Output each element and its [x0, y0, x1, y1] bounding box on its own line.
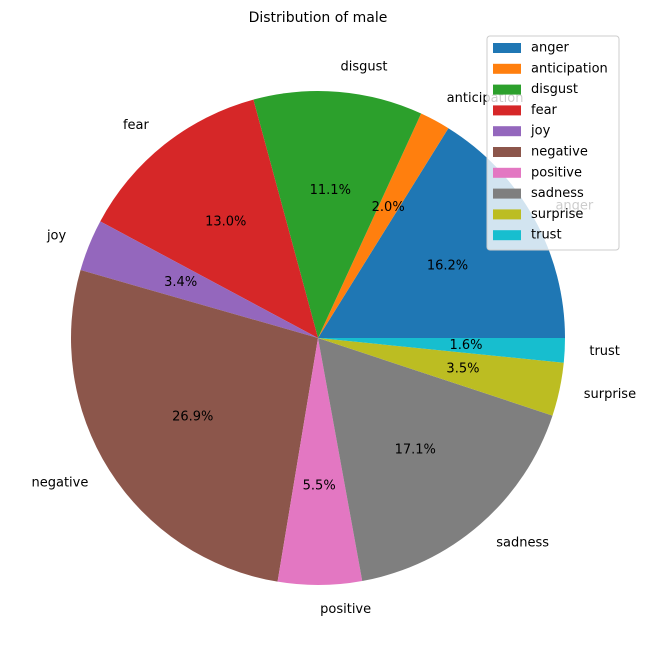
legend-swatch-anger: [493, 43, 521, 53]
legend-label-anger: anger: [531, 41, 569, 56]
category-label-sadness: sadness: [496, 536, 549, 551]
legend-swatch-joy: [493, 126, 521, 137]
legend-swatch-surprise: [493, 209, 521, 220]
legend-label-trust: trust: [531, 228, 562, 243]
legend-swatch-sadness: [493, 188, 521, 199]
percentage-label-sadness: 17.1%: [395, 442, 436, 457]
percentage-label-anger: 16.2%: [427, 258, 468, 273]
legend-label-joy: joy: [530, 124, 551, 139]
category-label-disgust: disgust: [341, 60, 388, 75]
percentage-label-positive: 5.5%: [303, 479, 336, 494]
pie-slice-sadness: [318, 338, 553, 582]
percentage-label-negative: 26.9%: [172, 410, 213, 425]
category-label-joy: joy: [46, 228, 67, 243]
legend-swatch-anticipation: [493, 63, 521, 74]
legend-swatch-positive: [493, 167, 521, 178]
pie-slice-joy: [80, 221, 318, 338]
pie-slice-negative: [70, 270, 318, 582]
legend-swatch-trust: [493, 230, 521, 241]
percentage-label-fear: 13.0%: [205, 215, 246, 230]
category-label-fear: fear: [123, 118, 150, 133]
chart-title: Distribution of male: [249, 10, 388, 26]
legend-swatch-fear: [493, 105, 521, 116]
percentage-label-anticipation: 2.0%: [372, 200, 405, 215]
category-label-positive: positive: [320, 602, 371, 617]
legend-label-sadness: sadness: [531, 186, 584, 201]
pie-slice-surprise: [318, 338, 564, 416]
category-label-surprise: surprise: [584, 387, 636, 402]
pie-slice-fear: [100, 99, 319, 338]
pie-slice-anticipation: [318, 113, 449, 339]
pie-slice-positive: [277, 338, 363, 585]
legend-swatch-negative: [493, 147, 521, 157]
percentage-label-joy: 3.4%: [164, 275, 197, 290]
pie-slices: [70, 91, 565, 585]
percentage-label-surprise: 3.5%: [446, 361, 479, 376]
legend-label-positive: positive: [531, 165, 582, 180]
legend-label-anticipation: anticipation: [531, 61, 608, 76]
percentage-labels: 16.2% 2.0% 11.1% 13.0% 3.4% 26.9% 5.5% 17.1% 3.5…: [164, 183, 482, 494]
category-label-negative: negative: [31, 476, 88, 491]
percentage-label-disgust: 11.1%: [310, 183, 351, 198]
legend-label-negative: negative: [531, 145, 588, 160]
legend: anger anticipation disgust fear joy negative p…: [486, 35, 620, 251]
percentage-label-trust: 1.6%: [449, 338, 482, 353]
pie-slice-trust: [318, 338, 565, 363]
legend-label-disgust: disgust: [531, 82, 578, 97]
legend-swatch-disgust: [493, 84, 521, 95]
legend-label-surprise: surprise: [531, 207, 583, 222]
pie-slice-disgust: [253, 91, 422, 338]
category-label-trust: trust: [589, 344, 620, 359]
legend-label-fear: fear: [531, 103, 558, 118]
